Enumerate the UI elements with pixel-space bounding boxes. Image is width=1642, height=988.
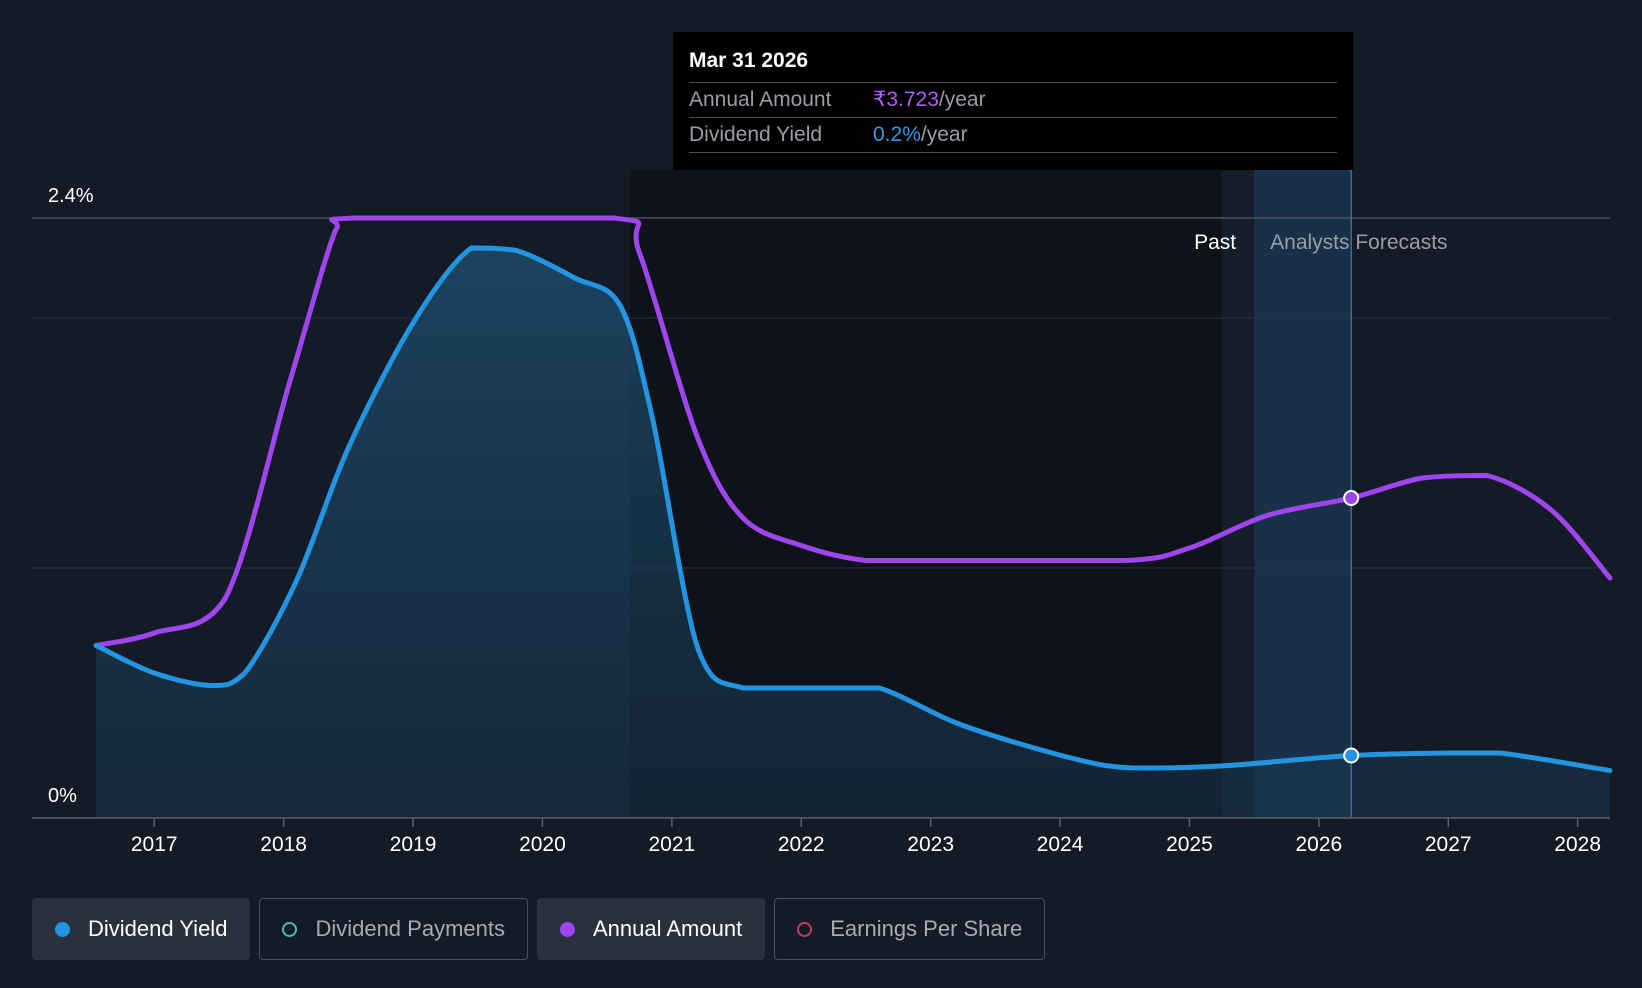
legend-label: Dividend Payments — [315, 916, 505, 941]
x-tick-label: 2028 — [1554, 833, 1601, 856]
past-region-label: Past — [1194, 231, 1236, 254]
annual-amount-marker — [1343, 490, 1360, 506]
legend-label: Earnings Per Share — [830, 916, 1023, 941]
tooltip-label: Dividend Yield — [689, 123, 823, 146]
y-axis-top-label: 2.4% — [48, 185, 94, 207]
tooltip-row-dividend-yield: Dividend Yield 0.2% /year — [689, 117, 1337, 153]
x-tick-label: 2021 — [648, 833, 695, 856]
dividend-yield-area — [96, 248, 1610, 818]
legend-label: Dividend Yield — [88, 916, 228, 941]
dividend-yield-dot-icon — [55, 921, 70, 937]
tooltip-value: 0.2% — [873, 123, 921, 146]
dividend-yield-line — [93, 245, 1613, 773]
annual-amount-line — [93, 215, 1613, 648]
tooltip-unit: /year — [938, 88, 986, 111]
earnings-per-share-ring-icon — [797, 921, 813, 937]
past-region-shade — [1221, 170, 1255, 818]
annual-amount-dot-icon — [559, 921, 575, 937]
x-tick-label: 2024 — [1037, 833, 1084, 856]
x-tick-label: 2017 — [131, 833, 178, 856]
legend-annual-amount-button[interactable]: Annual Amount — [536, 898, 766, 960]
legend-dividend-yield-button[interactable]: Dividend Yield — [32, 898, 251, 960]
legend-earnings-per-share-button[interactable]: Earnings Per Share — [774, 898, 1046, 960]
dividend-yield-marker — [1343, 747, 1360, 764]
hover-tooltip: Mar 31 2026 Annual Amount ₹3.723 /year D… — [673, 32, 1353, 170]
y-axis-bottom-label: 0% — [48, 785, 77, 807]
x-tick-label: 2025 — [1166, 833, 1213, 856]
x-tick-label: 2018 — [260, 833, 307, 856]
legend-dividend-payments-button[interactable]: Dividend Payments — [259, 898, 528, 960]
dividend-payments-ring-icon — [282, 921, 298, 937]
tooltip-label: Annual Amount — [689, 88, 832, 111]
tooltip-unit: /year — [920, 123, 968, 146]
x-tick-label: 2020 — [519, 833, 566, 856]
x-tick-label: 2022 — [778, 833, 825, 856]
forecast-region-label: Analysts Forecasts — [1270, 231, 1447, 254]
chart-legend: Dividend Yield Dividend Payments Annual … — [32, 898, 1054, 960]
x-tick-label: 2023 — [907, 833, 954, 856]
tooltip-date: Mar 31 2026 — [689, 49, 809, 72]
x-tick-label: 2026 — [1295, 833, 1342, 856]
forecast-region-shade — [1254, 170, 1352, 818]
x-tick-label: 2019 — [390, 833, 437, 856]
tooltip-value: ₹3.723 — [873, 88, 939, 111]
legend-label: Annual Amount — [592, 916, 743, 941]
tooltip-row-annual-amount: Annual Amount ₹3.723 /year — [689, 82, 1337, 117]
x-tick-label: 2027 — [1425, 833, 1472, 856]
